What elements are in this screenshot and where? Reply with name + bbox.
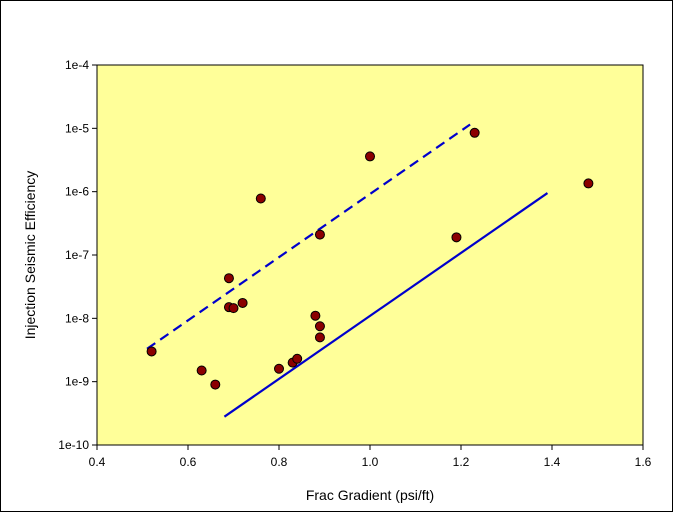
data-point	[237, 297, 248, 308]
data-point	[314, 229, 325, 240]
plot-area	[96, 64, 644, 446]
data-point	[365, 151, 375, 162]
y-tick-label: 1e-5	[65, 121, 89, 135]
data-point	[196, 365, 207, 376]
data-point	[292, 353, 303, 364]
solid-trend-line	[223, 192, 549, 418]
y-tick-label: 1e-8	[65, 311, 89, 325]
y-tick-label: 1e-6	[65, 185, 89, 199]
data-point	[583, 178, 594, 189]
data-point	[314, 332, 325, 343]
data-point	[451, 232, 462, 243]
data-point	[255, 193, 266, 204]
data-point	[469, 127, 480, 138]
x-tick-label: 0.4	[89, 455, 106, 469]
x-tick-label: 1.0	[362, 455, 379, 469]
x-tick-label: 1.6	[635, 455, 652, 469]
x-tick-label: 0.8	[271, 455, 288, 469]
data-point	[310, 310, 321, 321]
y-tick-label: 1e-4	[65, 58, 89, 72]
y-axis-title: Injection Seismic Efficiency	[22, 171, 38, 340]
y-tick-label: 1e-10	[58, 438, 89, 452]
trend-lines	[146, 123, 549, 418]
x-tick-label: 0.6	[180, 455, 197, 469]
axes: 0.4 0.6 0.8 1.0 1.2 1.4 1.6 1e-10 1e-9 1e-8 1e-7 1e…	[58, 58, 651, 469]
x-axis-title: Frac Gradient (psi/ft)	[306, 487, 434, 503]
x-tick-label: 1.2	[453, 455, 470, 469]
y-tick-label: 1e-7	[65, 248, 89, 262]
y-tick-label: 1e-9	[65, 375, 89, 389]
data-point	[223, 273, 234, 284]
data-point	[314, 321, 325, 332]
data-points	[146, 127, 594, 390]
data-point	[146, 346, 157, 357]
data-point	[228, 303, 239, 314]
x-tick-label: 1.4	[544, 455, 561, 469]
data-point	[274, 363, 284, 374]
data-point	[210, 379, 221, 390]
dashed-trend-line	[146, 123, 471, 350]
